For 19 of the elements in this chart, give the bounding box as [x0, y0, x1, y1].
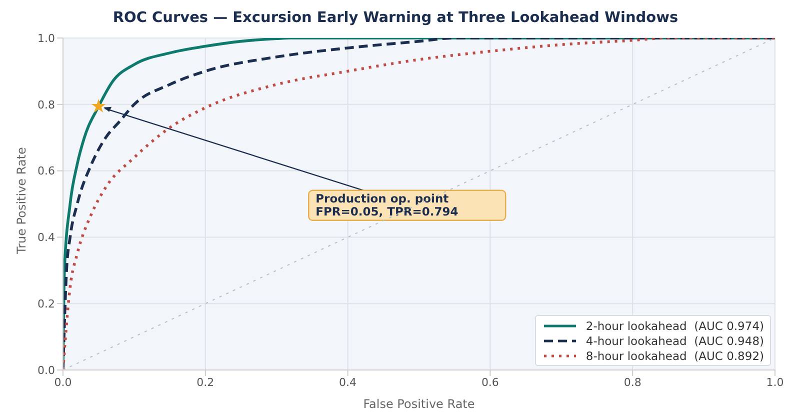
x-tick-label: 0.6	[481, 376, 499, 389]
y-tick-label: 0.8	[38, 98, 55, 112]
annotation: Production op. point FPR=0.05, TPR=0.794	[316, 191, 458, 218]
x-tick-label: 0.2	[196, 376, 214, 389]
x-tick-label: 0.8	[624, 376, 642, 389]
y-tick-label: 0.6	[38, 164, 55, 178]
legend-label: 4-hour lookahead (AUC 0.948)	[586, 334, 764, 348]
x-tick-label: 0.0	[54, 376, 72, 389]
y-axis-title: True Positive Rate	[14, 147, 28, 255]
y-tick-label: 0.4	[38, 231, 55, 244]
y-tick-label: 1.0	[38, 32, 55, 45]
x-tick-label: 0.4	[339, 376, 357, 389]
y-tick-label: 0.0	[38, 364, 55, 377]
legend-label: 8-hour lookahead (AUC 0.892)	[586, 348, 764, 362]
x-axis-title: False Positive Rate	[363, 397, 475, 411]
x-tick-label: 1.0	[766, 376, 784, 389]
chart-title: ROC Curves — Excursion Early Warning at Three Lookahead Windows	[112, 10, 680, 26]
legend-label: 2-hour lookahead (AUC 0.974)	[586, 318, 764, 332]
y-tick-label: 0.2	[38, 298, 55, 311]
